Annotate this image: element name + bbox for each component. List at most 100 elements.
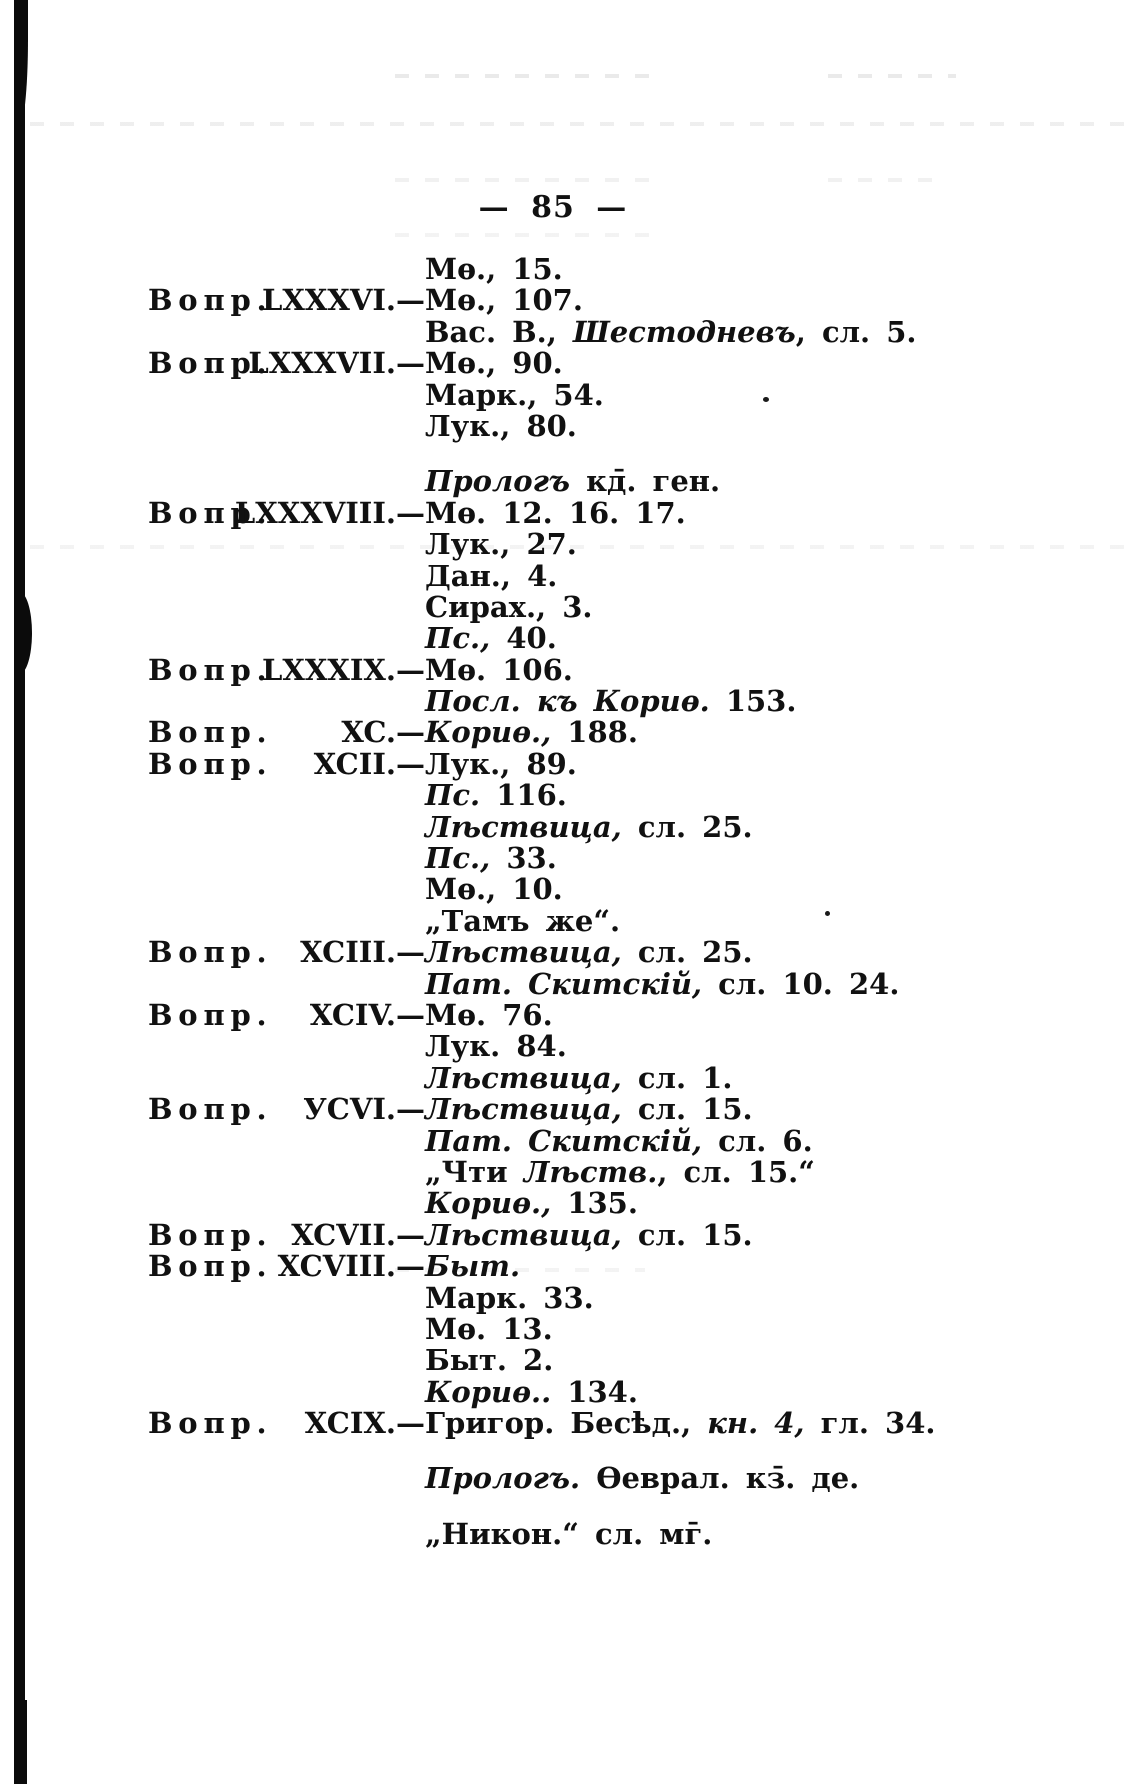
reference-text: Лѣствица, сл. 25. — [425, 810, 753, 844]
reference-text: Прологъ кд̄. ген. — [425, 464, 720, 498]
scan-artifact — [828, 74, 956, 78]
reference-text: Посл. къ Кориѳ. 153. — [425, 684, 796, 718]
reference-segment: гл. 34. — [804, 1406, 936, 1441]
reference-segment: 134. — [551, 1374, 638, 1409]
reference-text: Мѳ. 76. — [425, 998, 553, 1032]
reference-segment: Лук., 89. — [425, 746, 577, 781]
reference-segment: Лѣств. — [523, 1154, 658, 1189]
reference-segment: Посл. къ Кориѳ. — [425, 684, 710, 719]
entry-row: Лѣствица, сл. 25. — [148, 810, 1108, 844]
entry-row: Вопр. LXXXVIII.— Мѳ. 12. 16. 17. — [148, 495, 1108, 530]
reference-segment: сл. 15. — [621, 1217, 753, 1252]
reference-segment: Лѣствица, — [425, 935, 622, 970]
reference-text: Дан., 4. — [425, 559, 557, 593]
question-label: Вопр. — [148, 997, 273, 1032]
question-numeral: LXXXVIII.— — [234, 495, 425, 530]
reference-text: Сирах., 3. — [425, 590, 593, 624]
reference-segment: 116. — [480, 778, 567, 813]
reference-segment: Сирах., 3. — [425, 589, 593, 624]
reference-segment: 33. — [490, 841, 557, 876]
question-numeral: LXXXVII.— — [248, 346, 425, 381]
question-numeral: LXXXVI.— — [261, 283, 425, 318]
reference-text: Лук. 84. — [425, 1029, 567, 1063]
reference-segment: Ѳеврал. кз̄. де. — [580, 1461, 860, 1496]
reference-text: Быт. 2. — [425, 1343, 553, 1377]
reference-segment: Кориѳ.. — [425, 1374, 552, 1409]
reference-segment: Быт. — [425, 1249, 521, 1284]
reference-segment: Лѣствица, — [425, 809, 622, 844]
scan-artifact — [30, 545, 1130, 549]
entry-row: Лук. 84. — [148, 1031, 1108, 1062]
entry-row: Вопр. XCII.— Лук., 89. — [148, 746, 1108, 781]
reference-segment: Мѳ. 12. 16. 17. — [425, 495, 686, 530]
reference-segment: кд̄. ген. — [570, 464, 721, 499]
question-numeral: XCIX.— — [304, 1406, 425, 1441]
reference-segment: Лѣствица, — [425, 1060, 622, 1095]
entry-row: Пс., 40. — [148, 623, 1108, 654]
reference-segment: Мѳ., 90. — [425, 346, 563, 381]
reference-segment: сл. 25. — [621, 935, 753, 970]
reference-text: Быт. — [425, 1249, 520, 1283]
entry-row: Вопр. XCVIII.— Быт. — [148, 1249, 1108, 1283]
question-label: Вопр. — [148, 746, 273, 781]
question-numeral: XCIII.— — [300, 935, 425, 970]
reference-text: Лук., 89. — [425, 747, 577, 781]
question-label: Вопр. — [148, 1406, 273, 1441]
entry-row: Кориѳ., 135. — [148, 1188, 1108, 1219]
entry-row: Пс., 33. — [148, 841, 1108, 875]
reference-text: Марк., 54. — [425, 378, 604, 412]
reference-segment: 40. — [490, 621, 557, 656]
entry-row: Прологъ кд̄. ген. — [148, 466, 1108, 497]
reference-segment: Мѳ., 15. — [425, 252, 563, 286]
question-label: Вопр. — [148, 935, 273, 970]
reference-text: „Тамъ же“. — [425, 904, 620, 938]
reference-segment: , сл. 15.“ — [657, 1154, 815, 1189]
entry-row: Вопр. XCIV.— Мѳ. 76. — [148, 997, 1108, 1032]
scan-artifact — [395, 233, 663, 237]
reference-segment: Марк. 33. — [425, 1280, 594, 1315]
reference-segment: Пат. Скитскій, — [425, 1123, 703, 1158]
reference-segment: Прологъ — [425, 464, 570, 499]
entry-row: „Чти Лѣств., сл. 15.“ — [148, 1154, 1108, 1189]
reference-text: Вас. В., Шестодневъ, сл. 5. — [425, 315, 917, 349]
reference-segment: Лук. 84. — [425, 1029, 567, 1064]
reference-text: Пс., 33. — [425, 841, 557, 875]
index-entry-list: Мѳ., 15. Вопр. LXXXVI.— Мѳ., 107. Вас. В., Ш… — [148, 252, 1108, 1551]
question-label: Вопр. — [148, 1217, 273, 1252]
question-numeral: LXXXIX.— — [261, 652, 425, 687]
question-numeral: XC.— — [341, 715, 425, 750]
reference-segment: Шестодневъ — [572, 314, 796, 349]
reference-segment: „Чти — [425, 1154, 524, 1189]
entry-row: „Тамъ же“. — [148, 904, 1108, 938]
reference-text: Лѣствица, сл. 1. — [425, 1061, 732, 1095]
reference-segment: Лук., 80. — [425, 408, 577, 443]
binding-edge-bar — [14, 0, 25, 1784]
entry-row: Марк., 54. — [148, 378, 1108, 412]
reference-segment: Мѳ. 13. — [425, 1311, 553, 1346]
entry-row: Посл. къ Кориѳ. 153. — [148, 684, 1108, 718]
reference-text: Кориѳ.. 134. — [425, 1375, 638, 1409]
entry-row: Вопр. LXXXVI.— Мѳ., 107. — [148, 283, 1108, 318]
reference-segment: Мѳ., 10. — [425, 872, 563, 907]
reference-text: Мѳ., 15. — [425, 252, 563, 286]
question-numeral: XCII.— — [313, 746, 425, 781]
reference-segment: сл. 6. — [702, 1123, 813, 1158]
reference-segment: Лѣствица, — [425, 1092, 622, 1127]
reference-segment: Прологъ. — [425, 1461, 581, 1496]
reference-segment: Лѣствица, — [425, 1217, 622, 1252]
reference-segment: Кориѳ., — [425, 715, 552, 750]
reference-segment: Лук., 27. — [425, 527, 577, 562]
scan-artifact — [395, 1268, 645, 1272]
reference-text: Пс., 40. — [425, 621, 557, 655]
reference-segment: Мѳ. 106. — [425, 652, 573, 687]
entry-row: Вопр. XCIX.— Григор. Бесѣд., кн. 4, гл. 34… — [148, 1406, 1108, 1441]
reference-text: Кориѳ., 188. — [425, 715, 638, 749]
binding-edge-foot — [14, 1700, 27, 1784]
entry-row: Кориѳ.. 134. — [148, 1375, 1108, 1409]
reference-segment: Пат. Скитскій, — [425, 966, 703, 1001]
question-numeral: XCIV.— — [309, 997, 425, 1032]
reference-segment: „Никон.“ сл. мг̄. — [425, 1516, 713, 1551]
entry-row: Марк. 33. — [148, 1280, 1108, 1315]
entry-row: Вопр. УCVI.— Лѣствица, сл. 15. — [148, 1092, 1108, 1127]
